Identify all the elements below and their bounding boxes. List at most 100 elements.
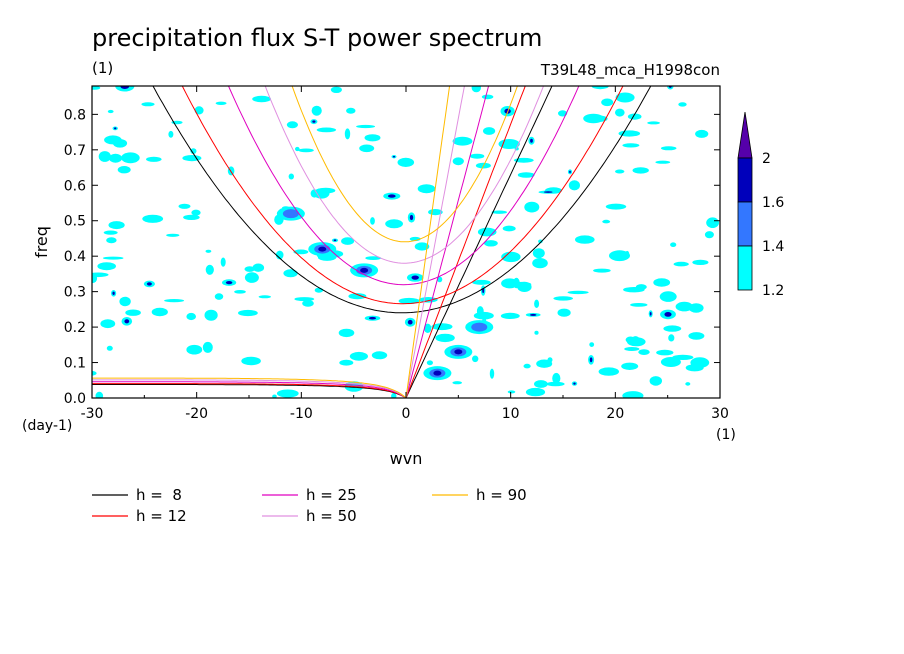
contour-blob (602, 219, 611, 224)
contour-blob (591, 86, 609, 90)
contour-blob (414, 242, 430, 251)
contour-blob (631, 336, 640, 344)
x-axis: -30 -20 -10 0 10 20 30 (81, 86, 729, 422)
contour-blob-core (333, 239, 337, 242)
contour-blob-core (407, 319, 413, 325)
contour-blob (685, 364, 704, 372)
contour-blob (295, 146, 300, 152)
contour-blob (293, 249, 309, 255)
y-tick-label: 0.3 (64, 285, 86, 301)
ig-curve-h8 (152, 86, 652, 314)
contour-blob (476, 306, 484, 317)
contour-blob (615, 108, 625, 117)
contour-blob (102, 256, 124, 260)
contour-blob (97, 262, 116, 271)
rossby-curve-h25 (92, 381, 407, 398)
contour-blob (538, 239, 543, 244)
contour-blob (311, 105, 322, 116)
contour-blob (191, 209, 201, 216)
contour-blob (695, 129, 709, 138)
y-axis: 0.0 0.1 0.2 0.3 0.4 0.5 0.6 0.7 0.8 (64, 107, 720, 407)
contour-blob (472, 355, 479, 363)
y-axis-label: freq (32, 226, 51, 258)
x-tick-label: -30 (81, 406, 104, 422)
colorbar-label: 1.2 (762, 283, 784, 299)
contour-blob (692, 259, 709, 265)
kelvin-curve-h12 (405, 86, 526, 398)
contour-blob (121, 152, 140, 164)
contour-blob (623, 287, 645, 293)
contour-blob-core (649, 312, 652, 316)
contour-blob (627, 113, 642, 120)
contour-blob (100, 319, 116, 329)
contour-blob-core (120, 86, 130, 89)
contour-blob (609, 250, 630, 262)
contour-blob (534, 380, 548, 388)
contour-blob (302, 300, 314, 307)
contour-blob (647, 121, 660, 125)
y-tick-label: 0.0 (64, 391, 86, 407)
contour-blob (370, 217, 375, 225)
contour-blob (670, 242, 677, 247)
contour-blob-core (146, 282, 152, 286)
contour-blob-core (112, 291, 115, 295)
contour-blob (655, 160, 671, 164)
colorbar-box (737, 157, 753, 203)
contour-blob (663, 325, 682, 332)
contour-blob (452, 381, 463, 385)
contour-blob (567, 290, 589, 295)
contour-blob (624, 347, 640, 351)
contour-blob (258, 295, 271, 299)
contour-blob (294, 297, 315, 302)
contour-blob (622, 143, 640, 148)
kelvin-curve-h8 (405, 86, 553, 398)
contour-blob (615, 92, 635, 103)
colorbar-label: 1.6 (762, 195, 784, 211)
contour-blob-core (369, 316, 376, 320)
legend: h = 8 h = 12 h = 25 h = 50 h = 90 (92, 486, 527, 525)
contour-blob (103, 230, 118, 235)
contour-blob (489, 368, 495, 379)
ig-curve-h90 (291, 86, 518, 243)
colorbar-box (737, 245, 753, 291)
contour-blob (178, 203, 191, 209)
contour-blob (417, 184, 436, 194)
contour-blob (685, 382, 691, 386)
contour-blob (525, 387, 546, 397)
feature-core (286, 211, 295, 217)
contour-blob (632, 167, 649, 174)
contour-blob (142, 214, 164, 223)
y-tick-label: 0.5 (64, 214, 86, 230)
rossby-curve-h90 (92, 377, 407, 398)
contour-blob (359, 144, 375, 153)
contour-blob-core (409, 214, 414, 221)
contour-blob (364, 134, 381, 142)
contour-blob (501, 251, 521, 263)
contour-blob (601, 98, 614, 107)
spectrum-contours (92, 86, 719, 398)
contour-blob (587, 115, 608, 123)
contour-blob (435, 333, 455, 343)
contour-blob (397, 157, 415, 167)
colorbar-label: 2 (762, 151, 771, 167)
contour-blob (330, 86, 342, 94)
contour-blob (649, 376, 662, 386)
contour-blob (534, 330, 539, 335)
contour-blob (500, 312, 520, 319)
contour-blob (272, 394, 277, 398)
y-tick-label: 0.6 (64, 178, 86, 194)
contour-blob (252, 95, 271, 103)
contour-blob (546, 381, 565, 387)
contour-blob (108, 221, 125, 230)
contour-blob-core (411, 275, 419, 280)
contour-blob (92, 272, 109, 278)
contour-blob (349, 351, 368, 361)
contour-blob (589, 342, 595, 347)
contour-blob (112, 139, 128, 148)
contour-blob (706, 217, 719, 228)
contour-blob (316, 127, 337, 133)
contour-blob (338, 328, 355, 338)
feature-core (318, 246, 327, 252)
contour-blob (215, 101, 227, 106)
contour-blob (524, 201, 540, 213)
